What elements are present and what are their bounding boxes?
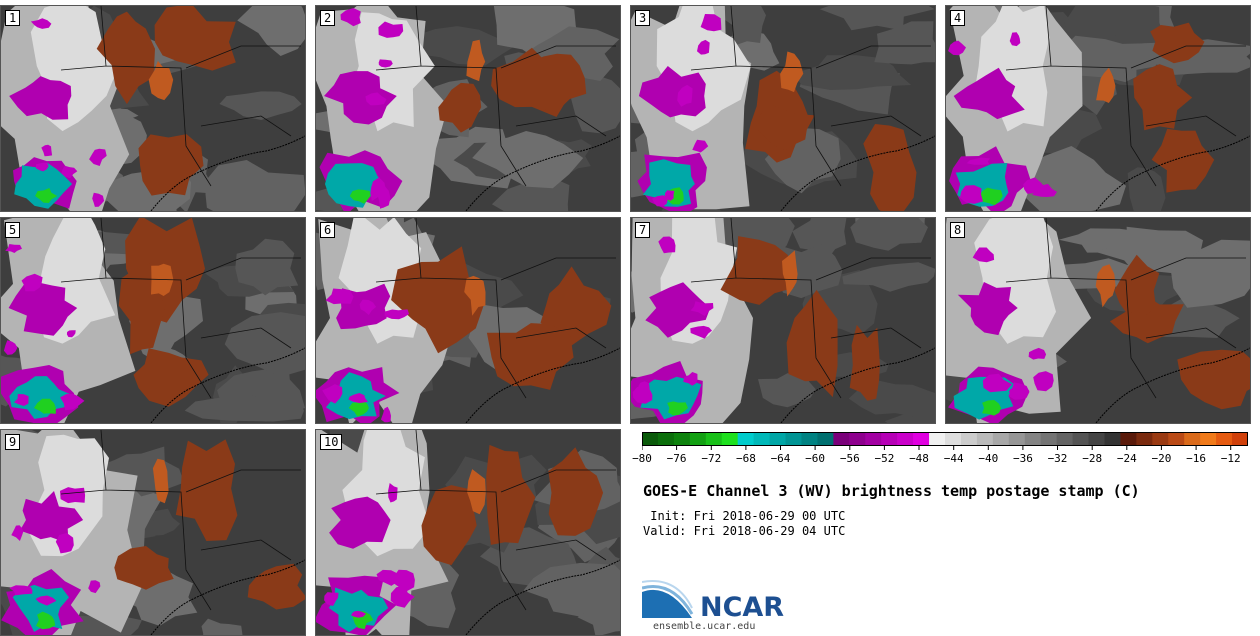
colorbar-segment [881,432,898,446]
ensemble-member-panel-3: 3 [630,5,936,212]
colorbar-segment [1024,432,1042,446]
colorbar-segment [721,432,739,446]
panel-number-label: 2 [320,10,336,26]
colorbar-tick-label: −76 [666,452,687,465]
colorbar-tick-label: −68 [735,452,756,465]
colorbar-segment [1216,432,1233,446]
colorbar-segment [1152,432,1169,446]
colorbar-segment [689,432,707,446]
colorbar-segment [992,432,1010,446]
init-time: Init: Fri 2018-06-29 00 UTC [643,509,846,523]
ensemble-member-panel-5: 5 [0,217,306,424]
colorbar-tick-label: −56 [839,452,860,465]
colorbar-segment [1008,432,1026,446]
colorbar-segment [769,432,787,446]
colorbar-segment [976,432,994,446]
ensemble-url: ensemble.ucar.edu [653,621,756,632]
colorbar-tick-label: −64 [770,452,791,465]
colorbar-segment [865,432,882,446]
panel-number-label: 5 [5,222,21,238]
ensemble-member-panel-4: 4 [945,5,1251,212]
colorbar-segment [1184,432,1201,446]
ncar-logo-icon [642,578,694,618]
colorbar-tick-label: −40 [978,452,999,465]
panel-number-label: 10 [320,434,343,450]
panel-number-label: 8 [950,222,966,238]
colorbar-segment [1120,432,1137,446]
colorbar-segment [801,432,818,446]
colorbar-segment [657,432,675,446]
ncar-logo-text: NCAR [700,592,785,623]
colorbar-segment [673,432,691,446]
colorbar-segment [1040,432,1058,446]
colorbar-segment [817,432,834,446]
colorbar-segment [753,432,771,446]
colorbar-segment [929,432,946,446]
panel-number-label: 4 [950,10,966,26]
ensemble-member-panel-7: 7 [630,217,936,424]
colorbar-segment [833,432,850,446]
colorbar-tick-label: −20 [1151,452,1172,465]
colorbar-segment [945,432,962,446]
colorbar-segment [1232,432,1248,446]
colorbar-tick-label: −24 [1116,452,1137,465]
colorbar-segment [897,432,914,446]
ensemble-member-panel-9: 9 [0,429,306,636]
colorbar-tick-label: −32 [1047,452,1068,465]
colorbar-segment [960,432,978,446]
colorbar-segment [1200,432,1217,446]
colorbar-segment [1136,432,1153,446]
temperature-colorbar [642,432,1248,450]
colorbar-segment [1168,432,1185,446]
colorbar-tick-label: −28 [1082,452,1103,465]
colorbar-segment [1056,432,1074,446]
colorbar-tick-label: −36 [1012,452,1033,465]
colorbar-segment [1072,432,1090,446]
ensemble-member-panel-1: 1 [0,5,306,212]
colorbar-segment [785,432,802,446]
colorbar-segment [1104,432,1121,446]
chart-title: GOES-E Channel 3 (WV) brightness temp po… [643,482,1140,500]
colorbar-segment [913,432,930,446]
colorbar-segment [705,432,723,446]
colorbar-tick-label: −16 [1186,452,1207,465]
ensemble-member-panel-8: 8 [945,217,1251,424]
panel-number-label: 6 [320,222,336,238]
colorbar-tick-label: −12 [1220,452,1241,465]
ensemble-member-panel-6: 6 [315,217,621,424]
panel-number-label: 1 [5,10,21,26]
colorbar-tick-label: −72 [701,452,722,465]
ensemble-member-panel-10: 10 [315,429,621,636]
colorbar-tick-label: −52 [874,452,895,465]
colorbar-tick-label: −60 [805,452,826,465]
colorbar-segment [642,432,659,446]
panel-number-label: 9 [5,434,21,450]
colorbar-segment [849,432,866,446]
valid-time: Valid: Fri 2018-06-29 04 UTC [643,524,846,538]
colorbar-tick-label: −48 [909,452,929,465]
colorbar-segment [737,432,755,446]
colorbar-tick-label: −44 [943,452,964,465]
panel-number-label: 7 [635,222,651,238]
colorbar-tick-label: −80 [632,452,652,465]
colorbar-segment [1088,432,1105,446]
panel-number-label: 3 [635,10,651,26]
ensemble-member-panel-2: 2 [315,5,621,212]
